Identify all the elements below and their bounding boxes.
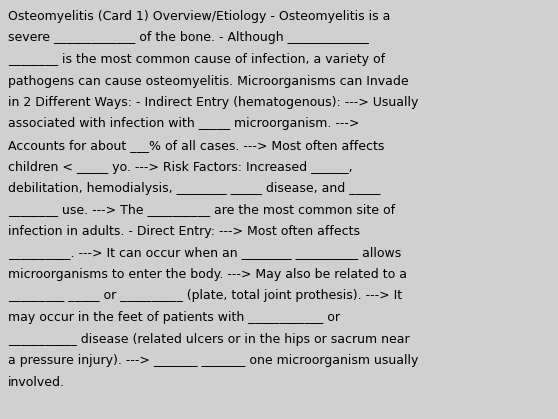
Text: a pressure injury). ---> _______ _______ one microorganism usually: a pressure injury). ---> _______ _______… <box>8 354 418 367</box>
Text: severe _____________ of the bone. - Although _____________: severe _____________ of the bone. - Alth… <box>8 31 369 44</box>
Text: pathogens can cause osteomyelitis. Microorganisms can Invade: pathogens can cause osteomyelitis. Micro… <box>8 75 408 88</box>
Text: microorganisms to enter the body. ---> May also be related to a: microorganisms to enter the body. ---> M… <box>8 268 407 281</box>
Text: __________. ---> It can occur when an ________ __________ allows: __________. ---> It can occur when an __… <box>8 246 401 259</box>
Text: ___________ disease (related ulcers or in the hips or sacrum near: ___________ disease (related ulcers or i… <box>8 333 410 346</box>
Text: involved.: involved. <box>8 375 65 388</box>
Text: may occur in the feet of patients with ____________ or: may occur in the feet of patients with _… <box>8 311 340 324</box>
Text: associated with infection with _____ microorganism. --->: associated with infection with _____ mic… <box>8 117 359 130</box>
Text: debilitation, hemodialysis, ________ _____ disease, and _____: debilitation, hemodialysis, ________ ___… <box>8 182 381 195</box>
Text: Osteomyelitis (Card 1) Overview/Etiology - Osteomyelitis is a: Osteomyelitis (Card 1) Overview/Etiology… <box>8 10 391 23</box>
Text: ________ use. ---> The __________ are the most common site of: ________ use. ---> The __________ are th… <box>8 204 395 217</box>
Text: ________ is the most common cause of infection, a variety of: ________ is the most common cause of inf… <box>8 53 385 66</box>
Text: Accounts for about ___% of all cases. ---> Most often affects: Accounts for about ___% of all cases. --… <box>8 139 384 152</box>
Text: infection in adults. - Direct Entry: ---> Most often affects: infection in adults. - Direct Entry: ---… <box>8 225 360 238</box>
Text: _________ _____ or __________ (plate, total joint prothesis). ---> It: _________ _____ or __________ (plate, to… <box>8 290 402 303</box>
Text: children < _____ yo. ---> Risk Factors: Increased ______,: children < _____ yo. ---> Risk Factors: … <box>8 160 353 173</box>
Text: in 2 Different Ways: - Indirect Entry (hematogenous): ---> Usually: in 2 Different Ways: - Indirect Entry (h… <box>8 96 418 109</box>
